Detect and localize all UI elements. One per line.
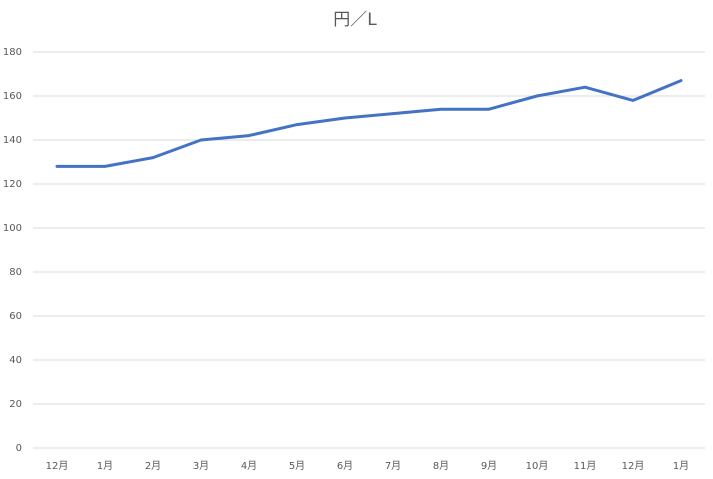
y-tick-label: 160 — [3, 91, 22, 102]
x-tick-label: 9月 — [481, 460, 497, 472]
y-tick-label: 40 — [9, 355, 22, 366]
x-tick-label: 7月 — [385, 460, 401, 472]
y-tick-label: 120 — [3, 179, 22, 190]
x-tick-label: 5月 — [289, 460, 305, 472]
y-tick-label: 60 — [9, 311, 22, 322]
x-tick-label: 12月 — [622, 460, 645, 472]
x-tick-label: 1月 — [97, 460, 113, 472]
y-tick-label: 180 — [3, 47, 22, 58]
x-tick-label: 10月 — [526, 460, 549, 472]
y-tick-label: 0 — [16, 443, 22, 454]
x-tick-label: 4月 — [241, 460, 257, 472]
chart-title: 円／L — [333, 10, 377, 30]
x-tick-label: 1月 — [673, 460, 689, 472]
x-tick-label: 12月 — [46, 460, 69, 472]
x-tick-label: 6月 — [337, 460, 353, 472]
x-tick-label: 11月 — [574, 460, 597, 472]
y-tick-label: 20 — [9, 399, 22, 410]
x-tick-label: 3月 — [193, 460, 209, 472]
y-tick-label: 100 — [3, 223, 22, 234]
x-tick-label: 8月 — [433, 460, 449, 472]
x-tick-label: 2月 — [145, 460, 161, 472]
y-tick-label: 140 — [3, 135, 22, 146]
series-line — [55, 79, 683, 168]
y-tick-label: 80 — [9, 267, 22, 278]
